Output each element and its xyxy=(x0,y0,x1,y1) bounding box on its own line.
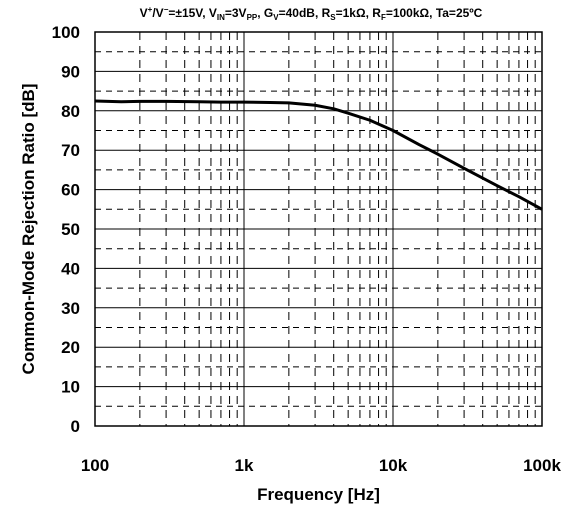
y-tick-label: 0 xyxy=(71,417,80,436)
y-tick-label: 70 xyxy=(61,141,80,160)
x-tick-label: 10k xyxy=(379,456,408,475)
y-tick-label: 40 xyxy=(61,259,80,278)
x-axis-label: Frequency [Hz] xyxy=(257,485,380,504)
chart-title: V+/V−=±15V, VIN=3VPP, GV=40dB, RS=1kΩ, R… xyxy=(140,5,483,22)
y-axis-label: Common-Mode Rejection Ratio [dB] xyxy=(19,84,38,375)
y-tick-label: 20 xyxy=(61,338,80,357)
y-tick-label: 80 xyxy=(61,102,80,121)
series-layer xyxy=(94,99,543,211)
series-line xyxy=(94,99,543,211)
y-tick-label: 50 xyxy=(61,220,80,239)
y-tick-label: 100 xyxy=(52,23,80,42)
y-tick-label: 90 xyxy=(61,62,80,81)
x-tick-label: 1k xyxy=(235,456,254,475)
y-tick-labels: 0 10 20 30 40 50 60 70 80 90 100 xyxy=(52,23,80,436)
y-tick-label: 30 xyxy=(61,299,80,318)
x-tick-labels: 100 1k 10k 100k xyxy=(81,456,562,475)
y-tick-label: 10 xyxy=(61,378,80,397)
grid xyxy=(95,32,542,426)
x-tick-label: 100 xyxy=(81,456,109,475)
plot-frame xyxy=(94,31,543,427)
x-tick-label: 100k xyxy=(523,456,561,475)
y-tick-label: 60 xyxy=(61,181,80,200)
